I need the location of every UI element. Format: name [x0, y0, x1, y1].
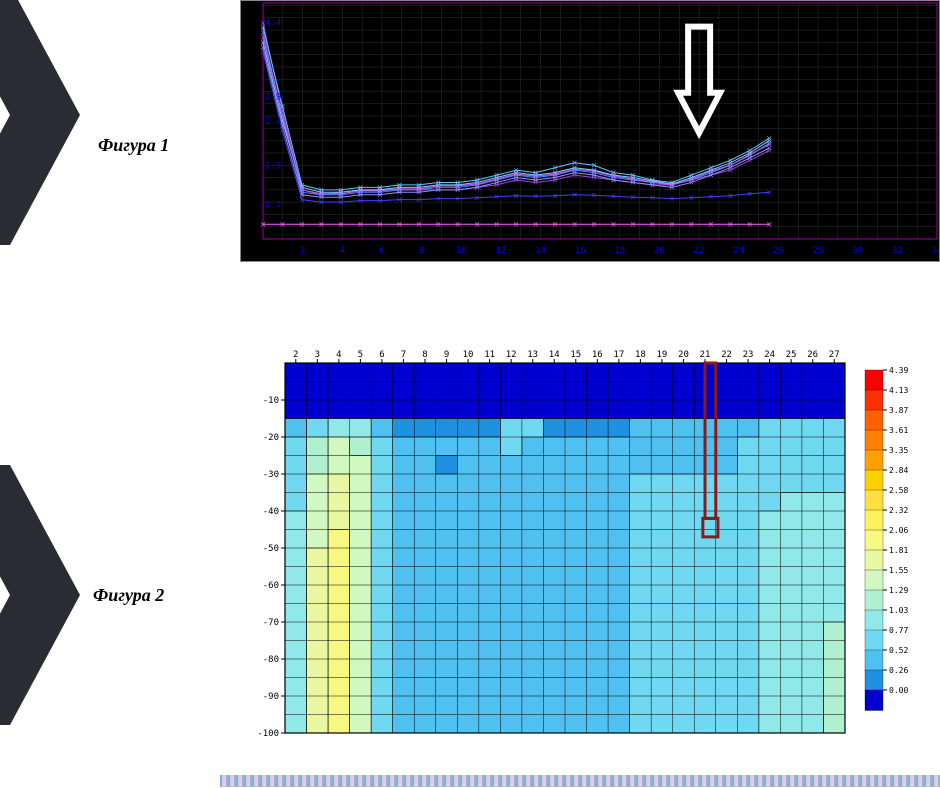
svg-text:-80: -80 [263, 655, 279, 665]
svg-text:2.9: 2.9 [265, 92, 281, 102]
svg-text:26: 26 [773, 246, 784, 256]
svg-text:2.58: 2.58 [889, 486, 908, 495]
svg-text:-60: -60 [263, 581, 279, 591]
svg-text:13: 13 [527, 350, 538, 360]
svg-text:30: 30 [852, 246, 863, 256]
svg-text:4.4: 4.4 [265, 19, 281, 29]
svg-text:0.77: 0.77 [889, 626, 908, 635]
figure-2-chart: 2345678910111213141516171819202122232425… [240, 345, 938, 755]
svg-text:22: 22 [721, 350, 732, 360]
svg-text:3.61: 3.61 [889, 426, 908, 435]
svg-text:6: 6 [379, 246, 384, 256]
svg-text:12: 12 [495, 246, 506, 256]
svg-text:12: 12 [506, 350, 517, 360]
svg-text:25: 25 [786, 350, 797, 360]
svg-text:5: 5 [358, 350, 363, 360]
svg-text:11: 11 [484, 350, 495, 360]
svg-text:1.81: 1.81 [889, 546, 908, 555]
svg-text:-30: -30 [263, 470, 279, 480]
svg-text:2.06: 2.06 [889, 526, 908, 535]
svg-text:27: 27 [829, 350, 840, 360]
svg-text:-90: -90 [263, 692, 279, 702]
svg-text:-40: -40 [263, 507, 279, 517]
svg-text:10: 10 [456, 246, 467, 256]
svg-text:3.35: 3.35 [889, 446, 908, 455]
svg-text:-10: -10 [263, 396, 279, 406]
svg-text:8: 8 [422, 350, 427, 360]
svg-text:28: 28 [813, 246, 824, 256]
svg-text:-20: -20 [263, 433, 279, 443]
svg-text:7: 7 [401, 350, 406, 360]
svg-text:6: 6 [379, 350, 384, 360]
svg-text:16: 16 [575, 246, 586, 256]
svg-text:-70: -70 [263, 618, 279, 628]
svg-text:23: 23 [743, 350, 754, 360]
svg-text:17: 17 [613, 350, 624, 360]
svg-text:10: 10 [463, 350, 474, 360]
svg-text:2.84: 2.84 [889, 466, 908, 475]
svg-text:4: 4 [340, 246, 345, 256]
svg-text:18: 18 [614, 246, 625, 256]
svg-text:19: 19 [657, 350, 668, 360]
svg-text:1.55: 1.55 [889, 566, 908, 575]
svg-text:24: 24 [764, 350, 775, 360]
svg-text:2.32: 2.32 [889, 506, 908, 515]
svg-text:-50: -50 [263, 544, 279, 554]
figure-2-label: Фигура 2 [93, 585, 164, 606]
svg-text:1.03: 1.03 [889, 606, 908, 615]
svg-text:32: 32 [892, 246, 903, 256]
svg-text:26: 26 [807, 350, 818, 360]
svg-text:1.29: 1.29 [889, 586, 908, 595]
svg-text:4.13: 4.13 [889, 386, 908, 395]
svg-text:20: 20 [654, 246, 665, 256]
svg-text:24: 24 [733, 246, 744, 256]
svg-text:20: 20 [678, 350, 689, 360]
svg-text:3: 3 [315, 350, 320, 360]
decorative-strip [220, 775, 940, 787]
svg-text:14: 14 [535, 246, 546, 256]
svg-text:1.5: 1.5 [265, 161, 281, 171]
figure-1-chart: 2468101214161820222426283032340.71.52.42… [240, 0, 940, 262]
svg-text:0.52: 0.52 [889, 646, 908, 655]
svg-text:2: 2 [293, 350, 298, 360]
svg-text:16: 16 [592, 350, 603, 360]
svg-text:0.7: 0.7 [265, 201, 281, 211]
svg-text:2: 2 [300, 246, 305, 256]
svg-text:4.39: 4.39 [889, 366, 908, 375]
svg-text:14: 14 [549, 350, 560, 360]
svg-text:0.26: 0.26 [889, 666, 908, 675]
svg-text:9: 9 [444, 350, 449, 360]
svg-text:0.00: 0.00 [889, 686, 908, 695]
svg-text:22: 22 [694, 246, 705, 256]
svg-text:21: 21 [700, 350, 711, 360]
svg-text:8: 8 [419, 246, 424, 256]
svg-text:18: 18 [635, 350, 646, 360]
svg-text:-100: -100 [257, 729, 279, 739]
svg-text:34: 34 [932, 246, 939, 256]
svg-text:2.4: 2.4 [265, 117, 281, 127]
svg-text:15: 15 [570, 350, 581, 360]
figure-1-label: Фигура 1 [98, 135, 169, 156]
svg-text:4: 4 [336, 350, 341, 360]
chevron-decoration-2 [0, 465, 80, 725]
svg-text:3.87: 3.87 [889, 406, 908, 415]
chevron-decoration-1 [0, 0, 80, 245]
